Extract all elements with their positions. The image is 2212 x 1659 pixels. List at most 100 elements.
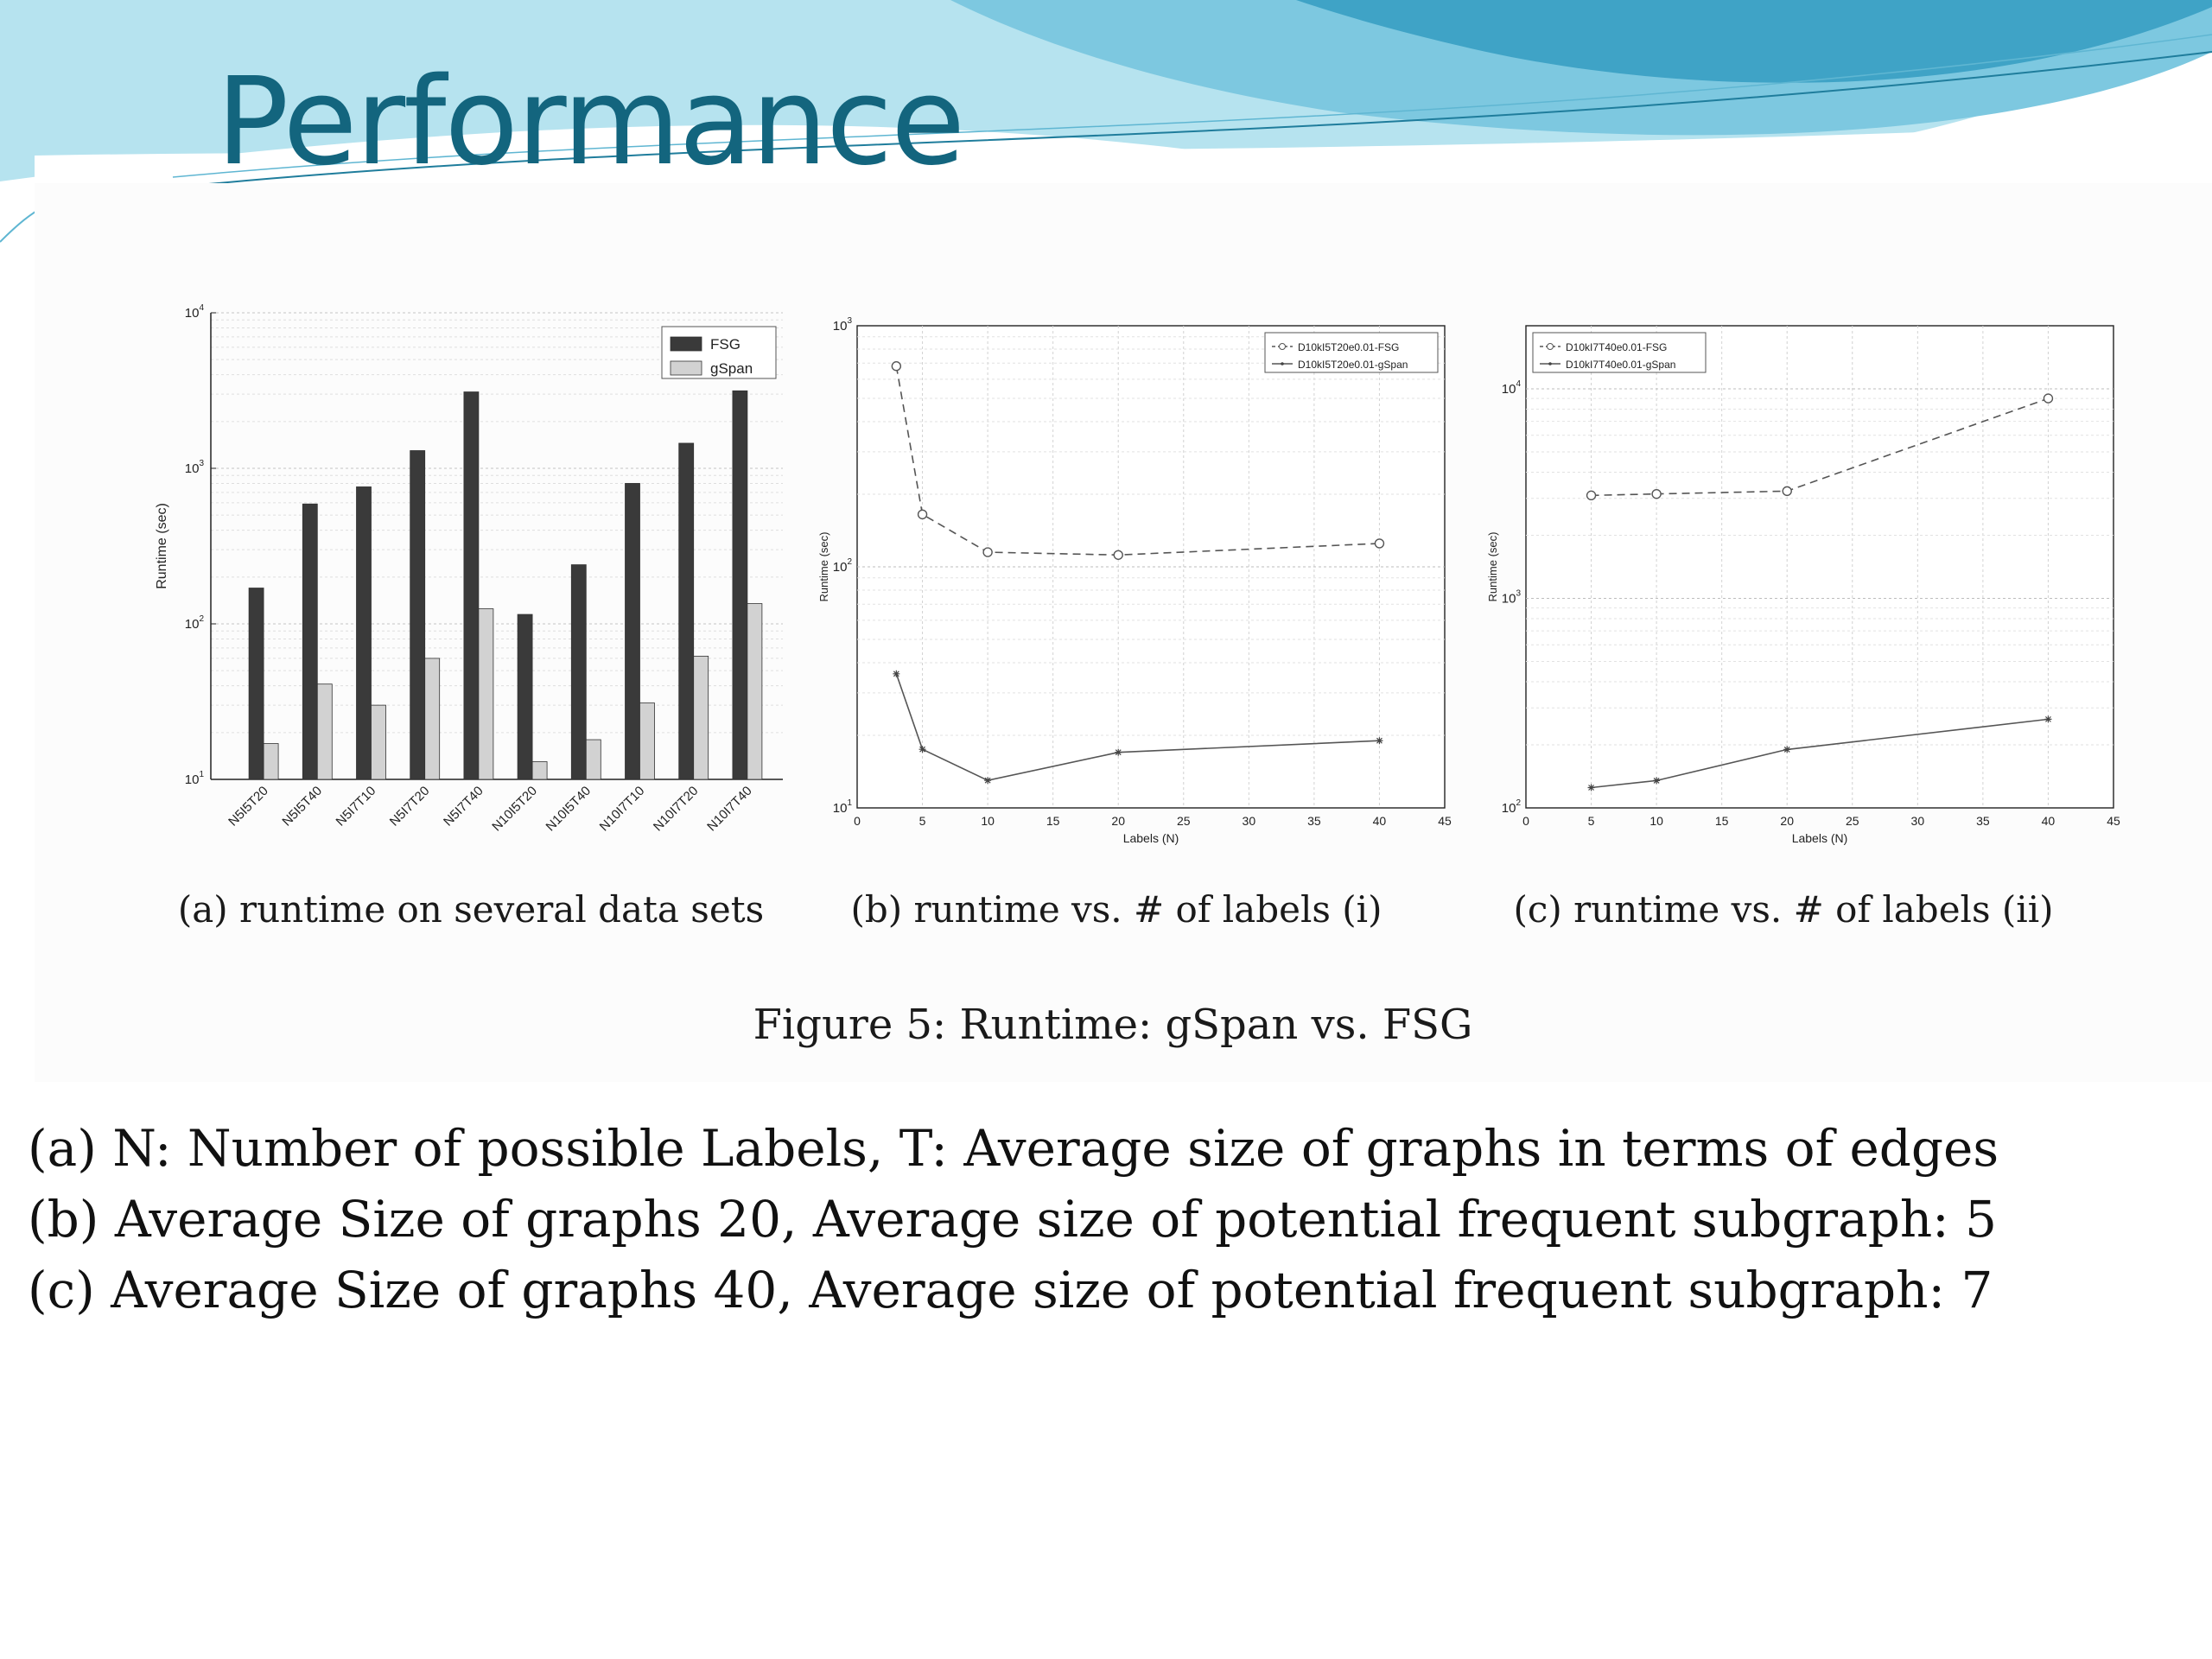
chart-c-legend-label: D10kI7T40e0.01-gSpan <box>1566 359 1675 371</box>
chart-a-x-tick-label: N5I7T10 <box>334 784 379 830</box>
chart-c-y-tick-label: 102 <box>1502 798 1522 816</box>
chart-c-frame <box>1525 325 2114 809</box>
chart-c: 0 5 10 15 20 25 30 35 40 45 102 103 104 Labels (N) Run… <box>1486 325 2120 931</box>
chart-b-legend-label: D10kI5T20e0.01-FSG <box>1298 341 1399 353</box>
chart-b: 0 5 10 15 20 25 30 35 40 45 101 102 103 Labels (N) Run… <box>817 316 1452 931</box>
chart-a-x-tick-label: N10I5T20 <box>489 784 540 835</box>
chart-c-point-gspan <box>1783 746 1791 753</box>
chart-c-point-fsg <box>1782 486 1792 497</box>
chart-a-x-tick-label: N5I5T40 <box>279 784 325 830</box>
figure-panel: 101 102 103 104 Runtime (sec) N5I5T20 N5I5T40 N… <box>35 183 2212 1082</box>
chart-a-bar-fsg <box>732 390 748 780</box>
chart-b-x-tick-label: 5 <box>919 814 926 828</box>
chart-b-caption: (b) runtime vs. # of labels (i) <box>851 888 1382 931</box>
chart-a-bar-gspan <box>585 739 601 780</box>
chart-b-x-tick-label: 40 <box>1373 814 1387 828</box>
chart-c-x-tick-label: 10 <box>1649 814 1663 828</box>
chart-c-x-tick-label: 45 <box>2107 814 2120 828</box>
chart-a-x-tick-label: N10I7T40 <box>704 784 755 835</box>
chart-c-point-fsg <box>2043 393 2054 404</box>
note-c: (c) Average Size of graphs 40, Average s… <box>28 1261 1993 1319</box>
chart-b-y-tick-label: 101 <box>833 798 853 816</box>
chart-a-x-tick-label: N5I5T20 <box>226 784 271 830</box>
chart-b-point-fsg <box>891 361 902 372</box>
chart-b-x-tick-label: 20 <box>1111 814 1125 828</box>
chart-a-bar-fsg <box>570 564 587 780</box>
chart-b-legend: D10kI5T20e0.01-FSG D10kI5T20e0.01-gSpan <box>1264 332 1439 373</box>
swoosh-white-cover <box>35 121 2212 183</box>
chart-b-x-tick-label: 25 <box>1177 814 1191 828</box>
chart-a-bar-fsg <box>678 442 695 780</box>
chart-a-bar-fsg <box>248 588 264 780</box>
chart-a-legend-label: FSG <box>710 336 741 353</box>
chart-a-legend-swatch <box>670 360 702 376</box>
chart-a-y-tick-label: 102 <box>185 614 205 632</box>
chart-a-x-tick-label: N5I7T40 <box>441 784 486 830</box>
chart-c-series-line-gspan <box>1591 718 2049 789</box>
chart-c-legend-label: D10kI7T40e0.01-FSG <box>1566 341 1667 353</box>
chart-a-legend-swatch <box>670 336 702 352</box>
chart-a-bar-gspan <box>424 658 441 780</box>
swoosh-band-dark <box>1296 0 2212 83</box>
chart-a-y-tick-label: 101 <box>185 770 205 787</box>
figure-caption: Figure 5: Runtime: gSpan vs. FSG <box>753 1001 1473 1049</box>
chart-c-caption: (c) runtime vs. # of labels (ii) <box>1513 888 2053 931</box>
chart-b-point-gspan <box>918 746 926 753</box>
chart-b-x-tick-label: 45 <box>1438 814 1452 828</box>
chart-a-bar-gspan <box>531 761 548 780</box>
chart-a-bar-gspan <box>371 704 386 780</box>
chart-b-point-gspan <box>1115 748 1122 756</box>
chart-a-bar-gspan <box>316 683 333 780</box>
chart-c-x-tick-label: 35 <box>1976 814 1990 828</box>
chart-a-caption: (a) runtime on several data sets <box>178 888 764 931</box>
chart-a-bar-fsg <box>302 503 318 780</box>
chart-b-legend-box <box>1264 332 1439 373</box>
chart-c-x-tick-label: 0 <box>1522 814 1529 828</box>
chart-b-point-gspan <box>1376 737 1383 745</box>
chart-b-x-tick-label: 15 <box>1046 814 1060 828</box>
chart-a-bar-fsg <box>625 483 640 780</box>
chart-b-y-tick-label: 102 <box>833 557 853 575</box>
chart-b-legend-label: D10kI5T20e0.01-gSpan <box>1298 359 1408 371</box>
chart-a-bar-gspan <box>639 702 655 780</box>
chart-b-x-tick-label: 0 <box>854 814 861 828</box>
chart-b-x-tick-label: 35 <box>1307 814 1321 828</box>
chart-c-x-tick-label: 5 <box>1588 814 1595 828</box>
chart-a-x-tick-label: N10I7T20 <box>651 784 702 835</box>
chart-a-legend-label: gSpan <box>710 360 753 377</box>
chart-a-bar-gspan <box>263 743 279 780</box>
chart-b-point-gspan <box>893 670 900 677</box>
chart-a-bar-fsg <box>410 450 426 780</box>
chart-b-point-fsg <box>1374 538 1385 549</box>
chart-a-y-label: Runtime (sec) <box>155 503 169 589</box>
chart-a-bar-fsg <box>356 486 372 780</box>
chart-c-x-tick-label: 15 <box>1715 814 1729 828</box>
slide-title: Performance <box>216 52 965 193</box>
chart-a-y-tick-label: 103 <box>185 459 205 476</box>
chart-c-point-gspan <box>2044 715 2052 723</box>
chart-a-x-tick-label: N10I7T10 <box>597 784 648 835</box>
chart-c-y-label: Runtime (sec) <box>1486 532 1499 602</box>
chart-b-x-tick-label: 30 <box>1243 814 1256 828</box>
chart-b-point-fsg <box>917 509 928 520</box>
chart-a-bar-gspan <box>747 603 763 780</box>
swoosh-line-2 <box>172 34 2212 178</box>
chart-a-bar-gspan <box>693 655 709 780</box>
chart-c-point-gspan <box>1653 777 1661 785</box>
chart-c-x-tick-label: 30 <box>1911 814 1925 828</box>
chart-b-legend-marker <box>1281 362 1284 365</box>
chart-c-y-tick-label: 103 <box>1502 588 1522 606</box>
chart-b-legend-marker <box>1279 343 1286 350</box>
chart-c-legend-box <box>1532 332 1707 373</box>
chart-c-legend-marker <box>1547 343 1554 350</box>
swoosh-line-1 <box>189 51 2212 187</box>
chart-a-legend: FSG gSpan <box>661 326 777 379</box>
chart-c-legend: D10kI7T40e0.01-FSG D10kI7T40e0.01-gSpan <box>1532 332 1707 373</box>
notes: (a) N: Number of possible Labels, T: Ave… <box>28 1113 1999 1325</box>
chart-b-x-label: Labels (N) <box>1123 831 1179 845</box>
chart-c-x-label: Labels (N) <box>1792 831 1848 845</box>
note-b: (b) Average Size of graphs 20, Average s… <box>28 1190 1998 1249</box>
chart-c-point-gspan <box>1587 784 1595 791</box>
